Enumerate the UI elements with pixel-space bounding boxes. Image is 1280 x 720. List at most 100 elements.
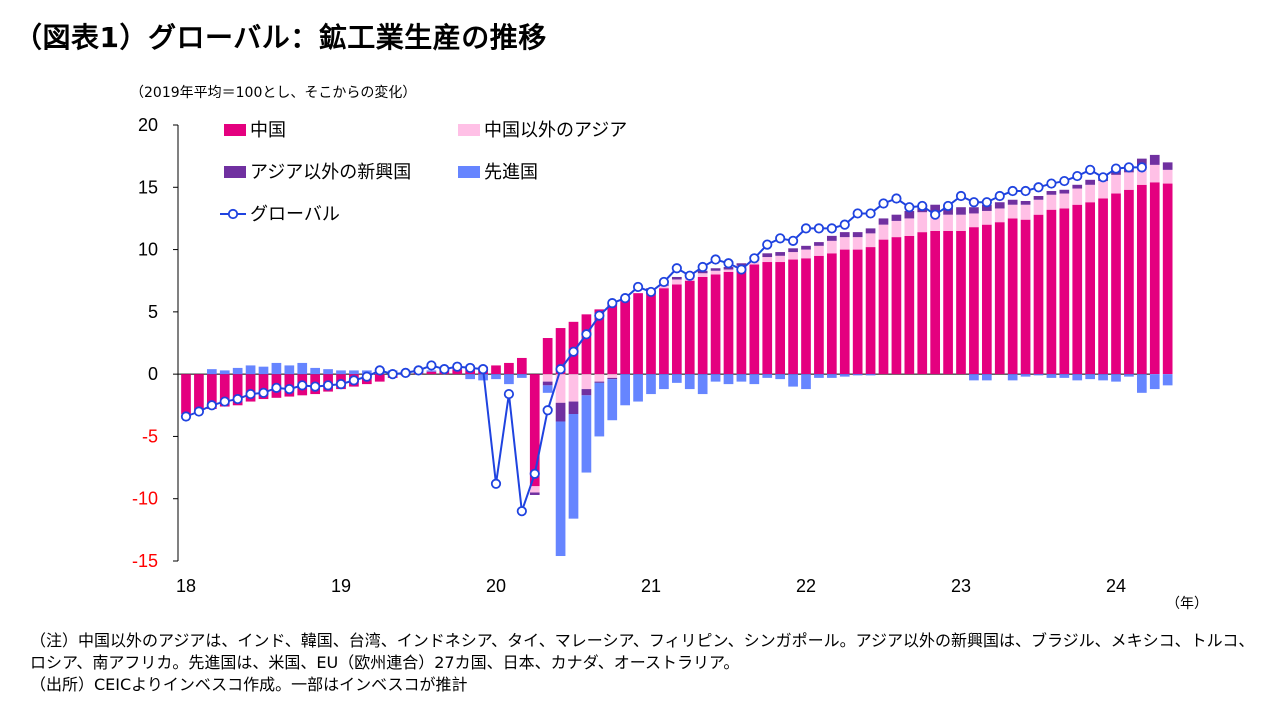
bar-segment xyxy=(516,374,527,378)
bar-segment xyxy=(594,381,605,383)
bar-segment xyxy=(426,371,437,375)
bar-segment xyxy=(491,365,501,375)
bar-segment xyxy=(749,264,760,375)
bar-segment xyxy=(1149,154,1160,165)
bar-segment xyxy=(865,247,876,375)
line-global-marker xyxy=(258,387,269,398)
bar-segment xyxy=(891,214,902,221)
bar-segment xyxy=(555,374,566,403)
bar-segment xyxy=(1072,184,1083,189)
bar-segment xyxy=(659,374,669,390)
bar-segment xyxy=(814,245,824,256)
bar-segment xyxy=(762,257,773,263)
line-global-marker xyxy=(1136,162,1147,173)
bar-segment xyxy=(1046,209,1057,375)
bar-segment xyxy=(1020,374,1031,377)
line-global-marker xyxy=(736,264,747,275)
bar-segment xyxy=(1149,182,1160,375)
bar-segment xyxy=(749,374,760,385)
bar-segment xyxy=(219,374,230,407)
bar-segment xyxy=(814,374,824,378)
bar-segment xyxy=(219,370,230,375)
bar-segment xyxy=(374,374,385,382)
bar-segment xyxy=(1098,198,1108,375)
bar-segment xyxy=(206,369,217,375)
line-global-marker xyxy=(452,361,463,372)
line-global-marker xyxy=(503,388,515,400)
bar-segment xyxy=(542,374,553,382)
footnote-note-line2: ロシア、南アフリカ。先進国は、米国、EU（欧州連合）27カ国、日本、カナダ、オー… xyxy=(30,653,740,672)
bar-segment xyxy=(1085,179,1096,185)
line-global-marker xyxy=(800,223,812,234)
line-global-marker xyxy=(684,270,695,281)
bar-segment xyxy=(710,374,721,382)
bar-segment xyxy=(1020,200,1031,205)
legend-label: 先進国 xyxy=(484,162,538,183)
bar-segment xyxy=(1046,194,1057,210)
bar-segment xyxy=(839,374,850,377)
y-tick-label: -15 xyxy=(132,551,158,571)
bar-segment xyxy=(633,293,643,375)
bar-segment xyxy=(801,249,811,259)
line-global-marker xyxy=(555,364,566,375)
bar-segment xyxy=(775,262,786,375)
bar-segment xyxy=(336,370,346,375)
bar-segment xyxy=(904,235,915,375)
bar-segment xyxy=(981,210,992,225)
bar-segment xyxy=(788,259,798,375)
line-global-marker xyxy=(645,286,657,298)
line-global-marker xyxy=(1059,175,1070,187)
bar-segment xyxy=(607,377,618,380)
bar-segment xyxy=(994,208,1005,223)
bar-segment xyxy=(1059,374,1070,378)
bar-segment xyxy=(581,389,592,396)
y-unit-label: （2019年平均＝100とし、そこからの変化） xyxy=(130,85,417,101)
bar-segment xyxy=(839,237,850,250)
bar-segment xyxy=(762,374,773,378)
chart-title: （図表1）グローバル：鉱工業生産の推移 xyxy=(14,21,547,54)
bar-segment xyxy=(607,379,618,421)
legend-label: 中国以外のアジア xyxy=(484,120,627,141)
bar-segment xyxy=(1020,204,1031,220)
bar-segment xyxy=(542,385,553,393)
bar-segment xyxy=(917,212,928,233)
bar-segment xyxy=(788,248,798,253)
bar-segment xyxy=(1162,374,1173,386)
bar-segment xyxy=(878,239,889,375)
legend-swatch xyxy=(458,166,480,178)
line-global-marker xyxy=(232,393,243,405)
bar-segment xyxy=(1111,374,1121,382)
x-tick-label: 22 xyxy=(796,576,816,596)
bar-segment xyxy=(297,362,308,375)
bar-segment xyxy=(697,374,708,395)
bar-segment xyxy=(232,374,243,406)
bar-segment xyxy=(504,374,514,385)
bar-segment xyxy=(671,276,682,280)
line-global-marker xyxy=(322,380,334,391)
line-global-marker xyxy=(891,193,902,204)
bar-segment xyxy=(607,304,618,375)
bar-segment xyxy=(826,235,837,241)
bar-segment xyxy=(865,228,876,234)
bar-segment xyxy=(1111,174,1121,194)
bar-segment xyxy=(788,252,798,260)
bar-segment xyxy=(839,232,850,238)
line-global-marker xyxy=(426,360,437,371)
line-global-marker xyxy=(852,208,863,219)
bar-segment xyxy=(1136,184,1147,375)
bar-segment xyxy=(206,374,217,410)
bar-segment xyxy=(801,374,811,390)
bar-segment xyxy=(762,262,773,375)
bar-segment xyxy=(1020,219,1031,375)
line-global-marker xyxy=(413,365,424,376)
bar-segment xyxy=(956,214,966,231)
bar-segment xyxy=(852,237,863,250)
line-global-marker xyxy=(1046,178,1057,189)
bar-segment xyxy=(865,374,876,376)
bar-segment xyxy=(529,486,540,493)
line-global-marker xyxy=(981,197,992,208)
bar-segment xyxy=(904,218,915,236)
line-global-marker xyxy=(813,223,825,234)
bar-segment xyxy=(865,233,876,248)
bar-segment xyxy=(1124,172,1134,190)
